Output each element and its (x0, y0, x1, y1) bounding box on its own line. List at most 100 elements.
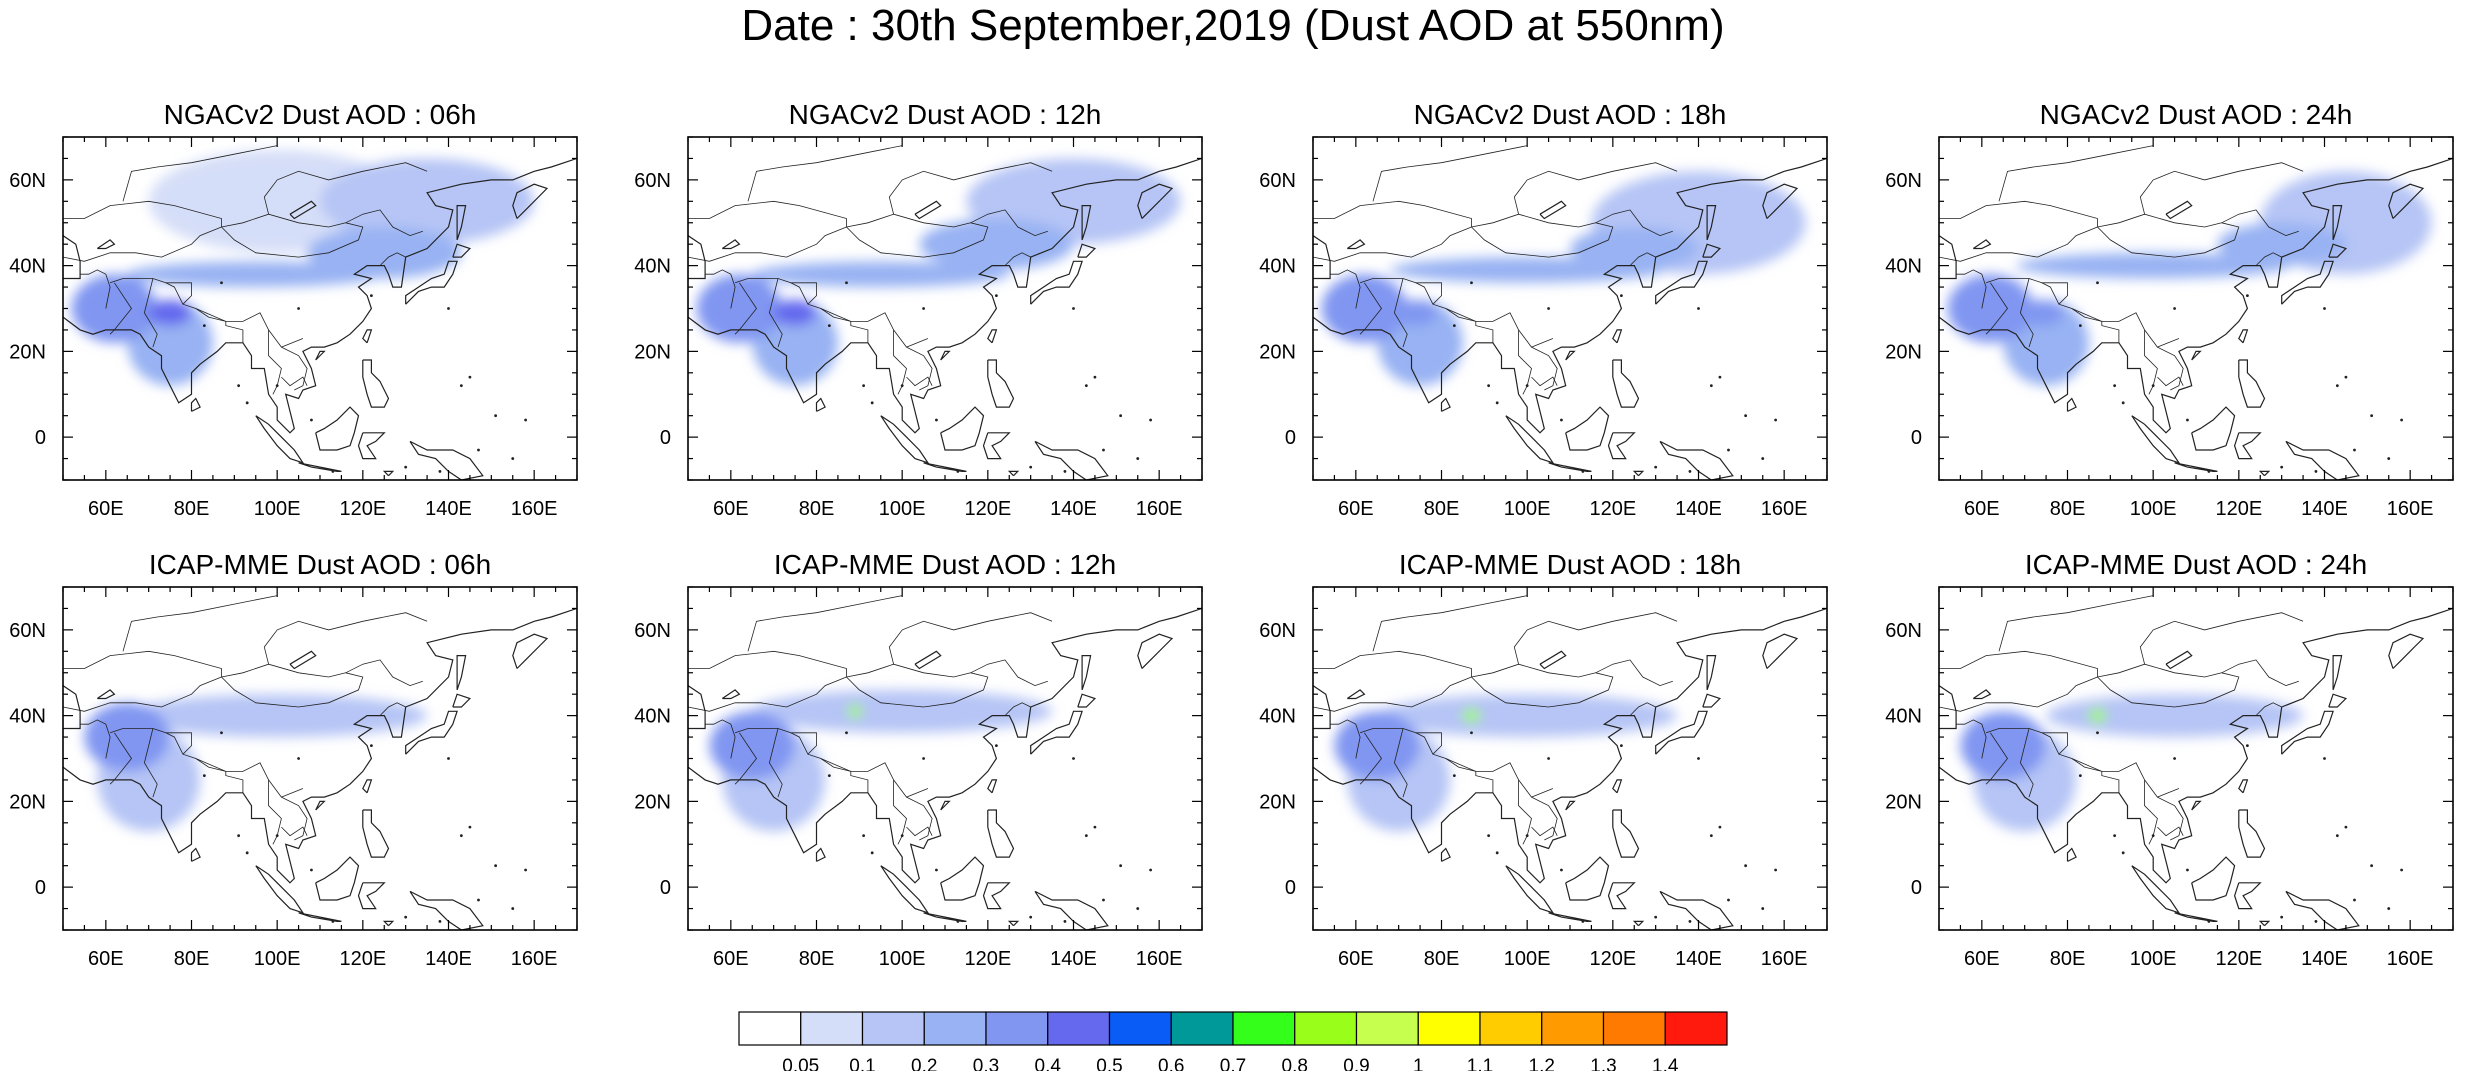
country-border (1415, 732, 1442, 755)
coastline (1702, 693, 1722, 708)
coastline (315, 350, 326, 361)
aod-field (1321, 171, 1806, 386)
country-border (63, 650, 222, 677)
coastline (1655, 710, 1708, 755)
x-tick-label: 120E (2215, 498, 2262, 520)
country-border (1531, 346, 1558, 391)
country-border (2255, 702, 2282, 716)
island (459, 384, 463, 388)
island (2353, 448, 2356, 452)
coastline (1313, 607, 1827, 884)
island (524, 868, 527, 872)
x-tick-label: 160E (1761, 498, 1808, 520)
country-border (80, 719, 111, 759)
aod-blob (848, 704, 862, 718)
island (1620, 744, 1623, 748)
x-tick-label: 60E (1964, 498, 2000, 520)
island (1774, 418, 1777, 422)
island (2151, 384, 2155, 388)
coastline (1539, 200, 1567, 220)
coastline (2258, 920, 2271, 927)
island (900, 834, 904, 838)
coastline (1659, 440, 1734, 480)
island (1727, 448, 1730, 452)
island (245, 851, 249, 855)
island (2335, 384, 2339, 388)
island (2151, 834, 2155, 838)
aod-field (71, 149, 535, 386)
island (1697, 757, 1700, 760)
x-tick-label: 120E (339, 498, 386, 520)
country-border (80, 269, 111, 309)
coastline (1030, 710, 1083, 755)
country-border (688, 676, 847, 712)
coastline (1034, 890, 1109, 930)
country-border (1956, 269, 1987, 309)
country-border (2255, 252, 2282, 266)
island (1718, 825, 1722, 829)
x-tick-label: 140E (425, 498, 472, 520)
y-tick-label: 20N (1885, 341, 1922, 363)
coastline (190, 847, 201, 862)
island (1093, 375, 1097, 379)
aod-blob (1960, 711, 2047, 780)
country-border (63, 200, 222, 227)
aod-blob (1570, 227, 1699, 270)
country-border (1985, 282, 2008, 335)
coastline (880, 415, 930, 464)
coastline (1137, 183, 1174, 219)
colorbar-label: 0.1 (849, 1056, 875, 1071)
colorbar-swatch (1664, 1011, 1728, 1046)
island (459, 834, 463, 838)
island (1487, 384, 1491, 388)
island (845, 281, 848, 285)
island (2096, 731, 2099, 735)
country-border (2097, 672, 2240, 708)
aod-blob (773, 299, 817, 326)
island (1072, 757, 1075, 760)
map-panel: ICAP-MME Dust AOD : 12h 60E 80E 100E 120E 140… (634, 549, 1203, 970)
x-tick-label: 160E (2387, 498, 2434, 520)
y-tick-label: 40N (1885, 256, 1922, 278)
x-tick-label: 140E (2301, 948, 2348, 970)
island (477, 898, 480, 902)
country-border (1313, 650, 1472, 677)
island (862, 384, 866, 388)
coastline (1034, 440, 1109, 480)
island (2121, 401, 2125, 405)
y-tick-label: 0 (660, 427, 671, 449)
island (900, 384, 904, 388)
island (1093, 825, 1097, 829)
island (2387, 457, 2391, 460)
coastline (452, 693, 472, 708)
x-tick-label: 100E (1504, 498, 1551, 520)
country-border (263, 612, 428, 665)
island (1560, 868, 1563, 872)
country-border (2157, 346, 2184, 391)
coastline (688, 157, 1202, 434)
y-tick-label: 0 (1911, 877, 1922, 899)
country-border (1330, 269, 1361, 309)
x-tick-label: 140E (1050, 498, 1097, 520)
island (2335, 834, 2339, 838)
coastline (688, 684, 706, 731)
x-tick-label: 60E (88, 498, 124, 520)
coastline (2285, 440, 2360, 480)
x-tick-label: 60E (1964, 948, 2000, 970)
island (1072, 307, 1075, 310)
island (1547, 757, 1550, 760)
country-border (109, 728, 304, 798)
y-tick-label: 60N (634, 170, 671, 192)
y-tick-label: 60N (1259, 620, 1296, 642)
coastline (409, 440, 484, 480)
coastline (2285, 890, 2360, 930)
coastlines (1939, 595, 2453, 930)
country-border (1985, 278, 2180, 348)
y-tick-label: 60N (1259, 170, 1296, 192)
country-border (2019, 278, 2034, 348)
coastline (2238, 809, 2266, 858)
coastline (914, 200, 942, 220)
coastline (63, 234, 81, 281)
island (1761, 457, 1765, 460)
island (1560, 418, 1563, 422)
